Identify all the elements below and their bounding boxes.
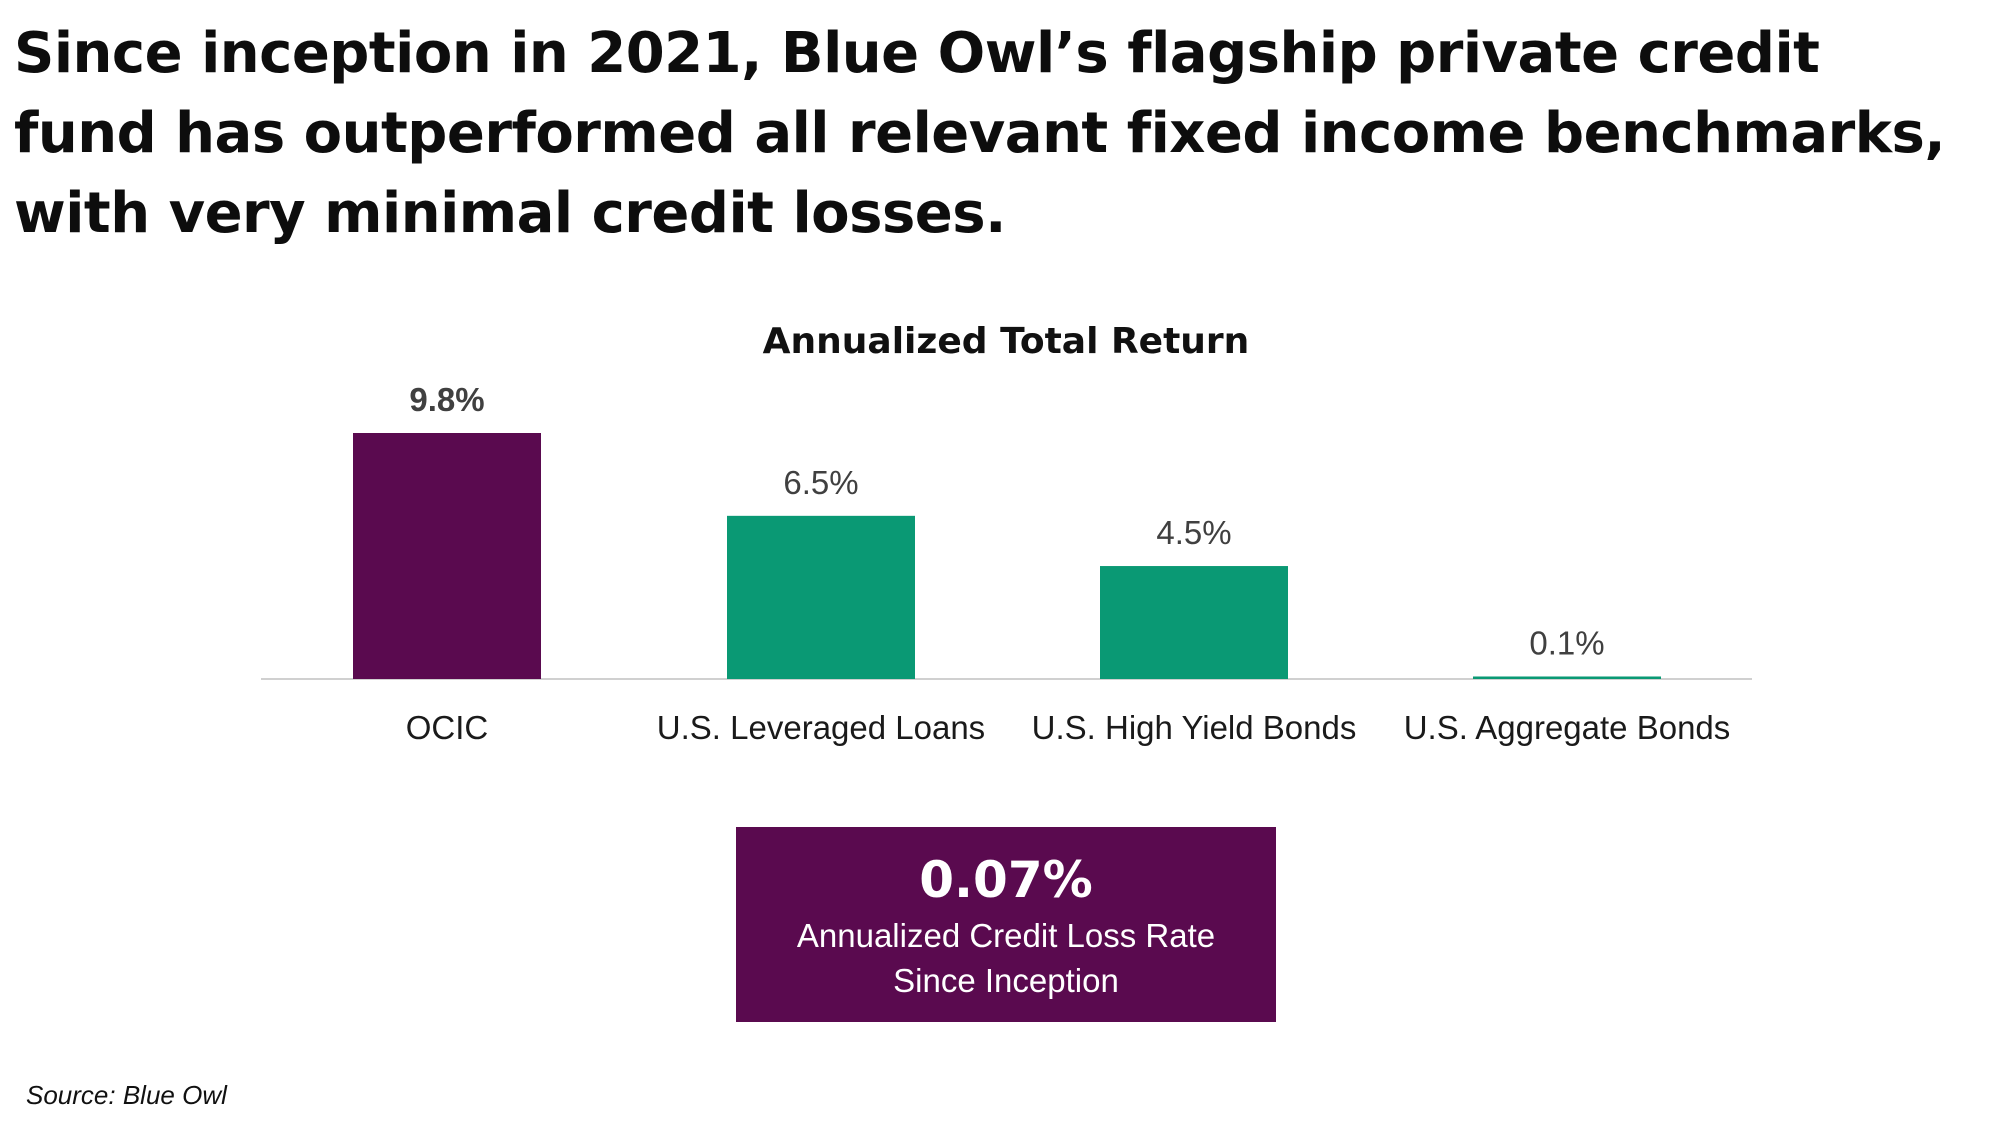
- callout-caption-line-1: Annualized Credit Loss Rate: [796, 917, 1216, 954]
- headline: Since inception in 2021, Blue Owl’s flag…: [14, 21, 1946, 246]
- callout-caption-line-2: Since Inception: [893, 962, 1119, 999]
- callout-caption: Annualized Credit Loss Rate Since Incept…: [736, 913, 1276, 1003]
- category-label-2: U.S. Leveraged Loans: [657, 709, 985, 746]
- category-label-3: U.S. High Yield Bonds: [1032, 709, 1357, 746]
- data-label-4: 0.1%: [1529, 624, 1604, 661]
- credit-loss-callout: 0.07% Annualized Credit Loss Rate Since …: [736, 827, 1276, 1022]
- bar-2: [727, 515, 915, 679]
- category-labels-group: OCIC U.S. Leveraged Loans U.S. High Yield …: [406, 709, 1731, 746]
- bar-4: [1473, 676, 1661, 679]
- category-label-4: U.S. Aggregate Bonds: [1404, 709, 1731, 746]
- bar-1: [353, 433, 541, 679]
- data-labels-group: 9.8% 6.5% 4.5% 0.1%: [409, 381, 1604, 661]
- bar-3: [1100, 566, 1288, 679]
- chart-title: Annualized Total Return: [763, 321, 1250, 362]
- data-label-3: 4.5%: [1156, 514, 1231, 551]
- callout-value: 0.07%: [919, 851, 1093, 909]
- bars-group: [353, 433, 1661, 679]
- data-label-2: 6.5%: [783, 464, 858, 501]
- source-note: Source: Blue Owl: [26, 1080, 227, 1110]
- data-label-1: 9.8%: [409, 381, 484, 418]
- category-label-1: OCIC: [406, 709, 489, 746]
- bar-chart: Annualized Total Return 9.8% 6.5% 4.5% 0.1%…: [261, 321, 1752, 746]
